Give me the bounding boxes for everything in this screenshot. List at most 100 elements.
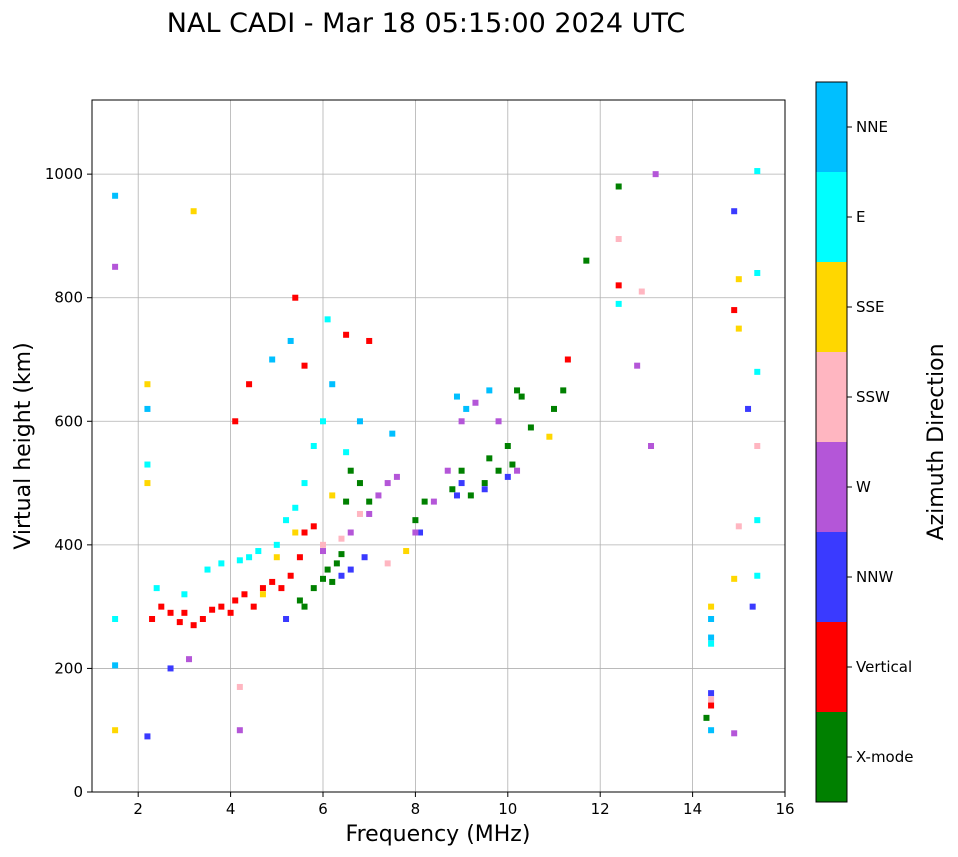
data-point [144, 461, 151, 468]
data-point [495, 467, 502, 474]
data-point [236, 557, 243, 564]
data-point [338, 551, 345, 558]
data-point [458, 467, 465, 474]
data-point [338, 535, 345, 542]
colorbar-tick-label: NNW [856, 568, 893, 586]
data-point [735, 325, 742, 332]
data-point [735, 276, 742, 283]
data-point [301, 603, 308, 610]
data-point [158, 603, 165, 610]
data-point [236, 683, 243, 690]
data-point [292, 294, 299, 301]
y-tick-label: 600 [54, 412, 83, 430]
x-axis-ticks: 2 4 6 8 10 12 14 16 [133, 792, 795, 818]
data-point [259, 585, 266, 592]
data-point [167, 665, 174, 672]
data-point [273, 554, 280, 561]
data-point [384, 480, 391, 487]
y-tick-label: 800 [54, 289, 83, 307]
data-point [333, 560, 340, 567]
colorbar-frame [815, 81, 848, 803]
data-point [444, 467, 451, 474]
data-point [366, 498, 373, 505]
data-point [269, 578, 276, 585]
data-point [347, 566, 354, 573]
data-point [112, 192, 119, 199]
colorbar-segment [816, 712, 847, 802]
data-point [504, 473, 511, 480]
data-point [246, 381, 253, 388]
data-point [518, 393, 525, 400]
colorbar-tick-label: NNE [856, 118, 888, 136]
data-point [310, 443, 317, 449]
data-point [343, 498, 350, 505]
data-point [149, 616, 156, 622]
data-points [112, 168, 761, 740]
data-point [551, 405, 557, 412]
data-point [754, 443, 761, 449]
data-point [329, 381, 336, 388]
colorbar: X-mode Vertical NNW W SSW SSE E NNE [815, 81, 913, 803]
data-point [486, 455, 493, 462]
data-point [708, 603, 715, 610]
grid-lines [92, 100, 786, 793]
data-point [514, 387, 521, 394]
data-point [218, 560, 225, 567]
data-point [112, 662, 119, 669]
data-point [564, 356, 571, 363]
data-point [652, 171, 659, 178]
data-point [320, 418, 326, 425]
colorbar-segment [816, 622, 847, 712]
data-point [560, 387, 567, 394]
data-point [481, 486, 488, 493]
x-tick-label: 4 [226, 800, 236, 818]
data-point [347, 467, 354, 474]
data-point [458, 480, 465, 487]
data-point [430, 498, 437, 505]
data-point [504, 443, 511, 449]
colorbar-segment [816, 82, 847, 172]
data-point [320, 575, 326, 582]
data-point [731, 307, 738, 314]
data-point [509, 461, 516, 468]
data-point [227, 609, 234, 616]
data-point [209, 606, 216, 613]
data-point [153, 585, 160, 592]
data-point [218, 603, 225, 610]
data-point [486, 387, 493, 394]
data-point [615, 300, 622, 307]
colorbar-segment [816, 532, 847, 622]
data-point [361, 554, 368, 561]
data-point [283, 616, 290, 622]
data-point [144, 381, 151, 388]
data-point [453, 492, 460, 499]
data-point [324, 566, 331, 573]
data-point [754, 168, 761, 175]
data-point [472, 399, 479, 406]
data-point [181, 591, 188, 598]
data-point [246, 554, 253, 561]
data-point [708, 616, 715, 622]
data-point [749, 603, 756, 610]
colorbar-tick-label: X-mode [856, 748, 913, 766]
data-point [292, 529, 299, 536]
data-point [356, 510, 363, 517]
x-tick-label: 12 [591, 800, 610, 818]
colorbar-tick-label: SSW [856, 388, 890, 406]
data-point [638, 288, 645, 295]
data-point [287, 572, 294, 579]
data-point [250, 603, 257, 610]
data-point [708, 702, 715, 709]
y-tick-label: 400 [54, 536, 83, 554]
data-point [112, 616, 119, 622]
x-tick-label: 10 [498, 800, 517, 818]
data-point [615, 236, 622, 243]
y-axis-label: Virtual height (km) [11, 342, 36, 549]
data-point [463, 405, 470, 412]
data-point [403, 548, 410, 555]
data-point [356, 480, 363, 487]
data-point [708, 640, 715, 647]
data-point [375, 492, 382, 499]
data-point [453, 393, 460, 400]
data-point [366, 337, 373, 344]
